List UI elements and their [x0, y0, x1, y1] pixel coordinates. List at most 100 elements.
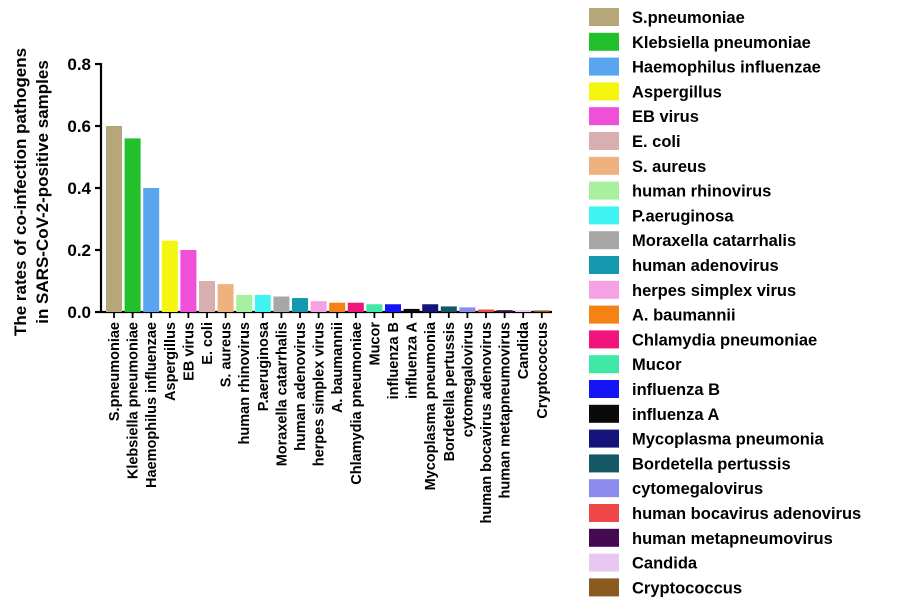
bar	[143, 188, 160, 312]
x-tick-label: Bordetella pertussis	[442, 322, 458, 461]
legend-swatch	[589, 231, 619, 250]
x-tick-label: influenza B	[386, 322, 402, 399]
legend-label: Aspergillus	[632, 83, 722, 101]
legend-swatch	[589, 156, 619, 175]
x-tick-label: Haemophilus influenzae	[144, 322, 160, 488]
bar	[199, 281, 215, 312]
x-tick-label: human adenovirus	[293, 322, 309, 451]
x-tick-label: E. coli	[200, 322, 216, 365]
legend-label: human adenovirus	[632, 257, 779, 275]
x-tick-label: P.aeruginosa	[256, 321, 272, 411]
legend-label: human metapneumovirus	[632, 530, 833, 548]
legend-label: cytomegalovirus	[632, 480, 763, 498]
legend-swatch	[589, 206, 619, 225]
legend-label: Klebsiella pneumoniae	[632, 34, 811, 52]
bar	[273, 296, 290, 312]
legend-swatch	[589, 82, 619, 101]
legend: S.pneumoniae Klebsiella pneumoniae Haemoph…	[589, 8, 861, 597]
legend-swatch	[589, 553, 619, 572]
legend-swatch	[589, 57, 619, 76]
legend-label: A. baumannii	[632, 307, 736, 325]
y-axis-title-line-2: in SARS-CoV-2-positive samples	[33, 60, 52, 324]
legend-label: S.pneumoniae	[632, 9, 745, 27]
bar	[310, 301, 327, 312]
legend-swatch	[589, 355, 619, 374]
bar	[217, 284, 234, 312]
bar	[385, 304, 401, 312]
legend-swatch	[589, 132, 619, 150]
x-tick-label: S.pneumoniae	[107, 322, 123, 421]
x-tick-label: A. baumannii	[330, 322, 346, 413]
x-tick-label: S. aureus	[219, 322, 235, 387]
y-tick-label: 0.2	[67, 241, 91, 260]
bars	[106, 126, 550, 312]
legend-label: Moraxella catarrhalis	[632, 232, 796, 250]
x-tick-label: Mucor	[367, 322, 383, 366]
bar	[478, 309, 494, 312]
y-axis-title: The rates of co-infection pathogens in S…	[11, 48, 52, 336]
bar	[254, 294, 271, 312]
x-tick-label: Mycoplasma pneumonia	[423, 321, 439, 490]
bar	[329, 302, 346, 312]
legend-swatch	[589, 528, 619, 547]
bar	[440, 306, 457, 312]
legend-swatch	[589, 429, 619, 448]
legend-swatch	[589, 280, 619, 299]
legend-label: influenza B	[632, 381, 720, 399]
legend-swatch	[589, 404, 619, 423]
bar	[403, 308, 420, 312]
x-tick-label: Moraxella catarrhalis	[274, 322, 290, 466]
bar	[366, 304, 383, 312]
bar	[515, 310, 532, 312]
bar	[292, 298, 308, 312]
legend-label: EB virus	[632, 108, 699, 126]
bar	[180, 250, 197, 312]
legend-swatch	[589, 305, 619, 324]
x-tick-label: human rhinovirus	[237, 322, 253, 444]
legend-label: human rhinovirus	[632, 183, 771, 201]
legend-swatch	[589, 578, 619, 597]
bar	[106, 126, 122, 312]
x-tick-label: cytomegalovirus	[460, 322, 476, 437]
x-tick-label: Cryptococcus	[535, 322, 551, 419]
bar	[124, 138, 141, 312]
legend-label: E. coli	[632, 133, 681, 151]
legend-swatch	[589, 181, 619, 200]
y-tick-label: 0.8	[67, 55, 91, 74]
x-tick-labels: S.pneumoniae Klebsiella pneumoniae Haemoph…	[107, 321, 551, 523]
legend-label: human bocavirus adenovirus	[632, 505, 861, 523]
legend-label: Bordetella pertussis	[632, 455, 791, 473]
legend-swatch	[589, 454, 619, 473]
y-tick-label: 0.0	[67, 303, 91, 322]
bar	[161, 240, 178, 312]
y-tick-label: 0.6	[67, 117, 91, 136]
legend-label: S. aureus	[632, 158, 706, 176]
legend-label: Cryptococcus	[632, 579, 742, 597]
legend-swatch	[589, 330, 619, 349]
legend-swatch	[589, 256, 619, 274]
bar	[236, 294, 253, 312]
legend-swatch	[589, 504, 619, 522]
bar	[459, 307, 476, 312]
x-tick-label: EB virus	[181, 322, 197, 381]
bar	[496, 310, 513, 312]
legend-label: P.aeruginosa	[632, 207, 734, 225]
bar	[533, 310, 550, 312]
legend-swatch	[589, 107, 619, 126]
bar	[347, 302, 364, 312]
y-tick-label: 0.4	[67, 179, 91, 198]
x-tick-label: Aspergillus	[163, 322, 179, 401]
x-tick-label: influenza A	[405, 321, 421, 398]
legend-swatch	[589, 479, 619, 498]
legend-label: Mycoplasma pneumonia	[632, 431, 824, 449]
x-tick-label: Klebsiella pneumoniae	[126, 322, 142, 479]
x-tick-label: herpes simplex virus	[312, 322, 328, 466]
bar	[422, 304, 439, 312]
x-tick-label: Candida	[516, 321, 532, 379]
legend-label: Chlamydia pneumoniae	[632, 331, 817, 349]
x-tick-label: Chlamydia pneumoniae	[349, 322, 365, 485]
y-axis-title-line-1: The rates of co-infection pathogens	[11, 48, 30, 336]
legend-swatch	[589, 380, 619, 398]
legend-swatch	[589, 32, 619, 51]
